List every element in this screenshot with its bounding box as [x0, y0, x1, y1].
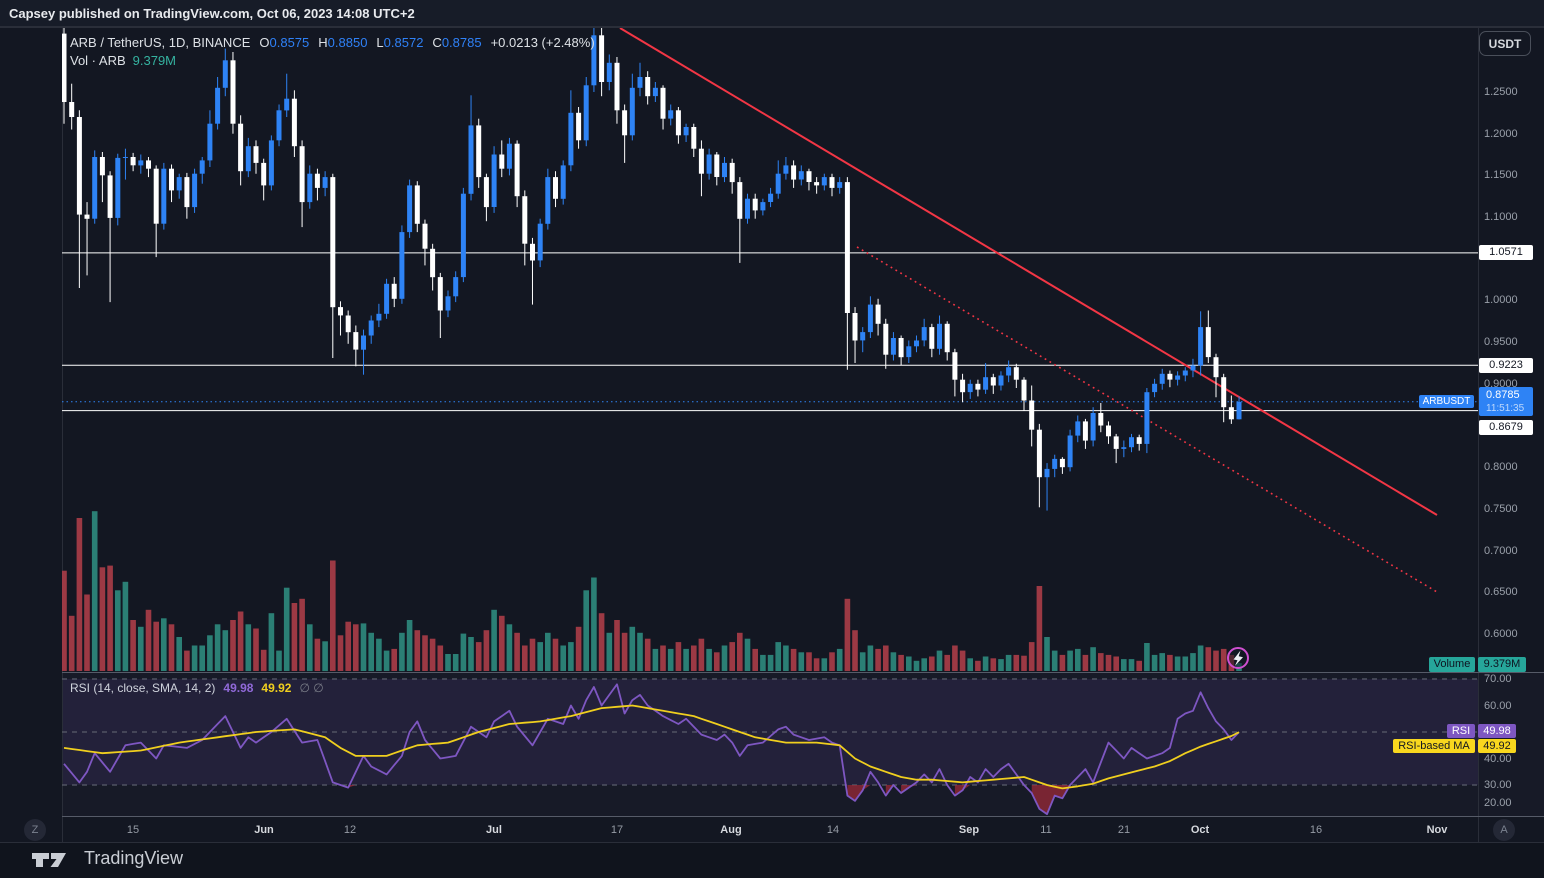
price-tick-label: 0.6000 [1484, 628, 1518, 640]
time-tick-label-aug: Aug [720, 824, 742, 836]
footer-bar: TradingView [0, 843, 1544, 878]
volume-legend[interactable]: Vol · ARB 9.379M [70, 53, 176, 68]
rsi-tick-label: 40.00 [1484, 752, 1512, 765]
ohlc-value: 0.8785 [441, 35, 482, 50]
price-tick-label: 0.8000 [1484, 461, 1518, 474]
time-tick-label-15: 15 [126, 824, 140, 836]
time-tick-label-nov: Nov [1426, 824, 1448, 836]
price-tick-label: 1.1500 [1484, 169, 1518, 182]
price-tick-label: 0.6500 [1484, 586, 1518, 599]
volume-badge-label: Volume [1429, 657, 1475, 672]
volume-legend-value: 9.379M [132, 53, 177, 68]
ohlc-value: 0.8575 [269, 35, 310, 50]
rsi-legend[interactable]: RSI (14, close, SMA, 14, 2) 49.98 49.92 ∅ ∅ [70, 681, 324, 695]
price-tick-label: 0.7500 [1484, 502, 1518, 515]
level-badge-3: 0.8679 [1479, 419, 1533, 435]
currency-toggle-button[interactable]: USDT [1479, 31, 1531, 56]
time-tick-label-jun: Jun [254, 824, 274, 836]
price-tick-label: 1.2500 [1484, 86, 1518, 98]
time-tick-label-17: 17 [610, 824, 624, 836]
attribution-bar: Capsey published on TradingView.com, Oct… [0, 0, 1544, 27]
rsi-badge-value: 49.98 [1478, 724, 1516, 738]
price-tick-label: 1.0000 [1484, 294, 1518, 307]
ohlc-key: O [259, 35, 270, 50]
price-tick-label: 0.9500 [1484, 336, 1518, 349]
bar-countdown: 11:51:35 [1486, 403, 1525, 414]
time-tick-label-16: 16 [1309, 824, 1323, 836]
time-tick-label-21: 21 [1117, 824, 1131, 836]
price-tick-label: 1.2000 [1484, 127, 1518, 140]
ohlc-key: C [432, 35, 442, 50]
rsi-tick-label: 60.00 [1484, 699, 1512, 712]
timezone-button[interactable]: Z [24, 819, 46, 841]
rsi-zero-flags: ∅ ∅ [299, 681, 324, 695]
rsi-tick-label: 30.00 [1484, 779, 1512, 791]
time-tick-label-oct: Oct [1190, 824, 1210, 836]
attribution-text: Capsey published on TradingView.com, Oct… [9, 6, 415, 21]
rsi-ma-legend-value: 49.92 [261, 681, 292, 695]
auto-scale-button[interactable]: A [1493, 819, 1515, 841]
tradingview-logo-icon [32, 853, 66, 867]
time-tick-label-14: 14 [826, 824, 840, 836]
volume-legend-label: Vol · ARB [70, 53, 126, 68]
price-tick-label: 0.7000 [1484, 544, 1518, 557]
symbol-legend[interactable]: ARB / TetherUS, 1D, BINANCE O0.8575 H0.885… [70, 35, 595, 50]
ohlc-key: L [376, 35, 384, 50]
rsi-badge-label: RSI [1447, 724, 1475, 738]
volume-badge-value: 9.379M [1478, 657, 1526, 672]
rsi-tick-label: 20.00 [1484, 797, 1512, 809]
symbol-title[interactable]: ARB / TetherUS, 1D, BINANCE [70, 35, 251, 50]
boost-lightning-icon [1227, 647, 1249, 669]
time-tick-label-12: 12 [343, 824, 357, 836]
ohlc-value: 0.8572 [383, 35, 424, 50]
time-tick-label-jul: Jul [486, 824, 502, 836]
level-badge-2: 0.9223 [1479, 357, 1533, 373]
last-price-value: 0.8785 [1486, 389, 1520, 401]
rsi-ma-badge-value: 49.92 [1478, 739, 1516, 753]
price-tick-label: 1.1000 [1484, 211, 1518, 224]
tradingview-logo-text: TradingView [84, 848, 184, 868]
price-tick-label: 0.9000 [1484, 377, 1518, 390]
time-tick-label-11: 11 [1040, 824, 1052, 836]
time-tick-label-sep: Sep [958, 824, 980, 836]
ohlc-key: H [318, 35, 328, 50]
change-value: +0.0213 (+2.48%) [490, 35, 595, 50]
rsi-legend-title[interactable]: RSI (14, close, SMA, 14, 2) [70, 681, 216, 695]
ohlc-values: O0.8575 H0.8850 L0.8572 C0.8785 [250, 35, 481, 50]
symbol-price-label-badge: ARBUSDT [1419, 395, 1474, 408]
last-price-badge: 0.8785 11:51:35 [1479, 387, 1533, 416]
rsi-tick-label: 70.00 [1484, 673, 1512, 685]
level-badge-1: 1.0571 [1479, 245, 1533, 261]
ohlc-value: 0.8850 [327, 35, 368, 50]
rsi-legend-value: 49.98 [223, 681, 254, 695]
rsi-ma-badge-label: RSI-based MA [1393, 739, 1475, 753]
